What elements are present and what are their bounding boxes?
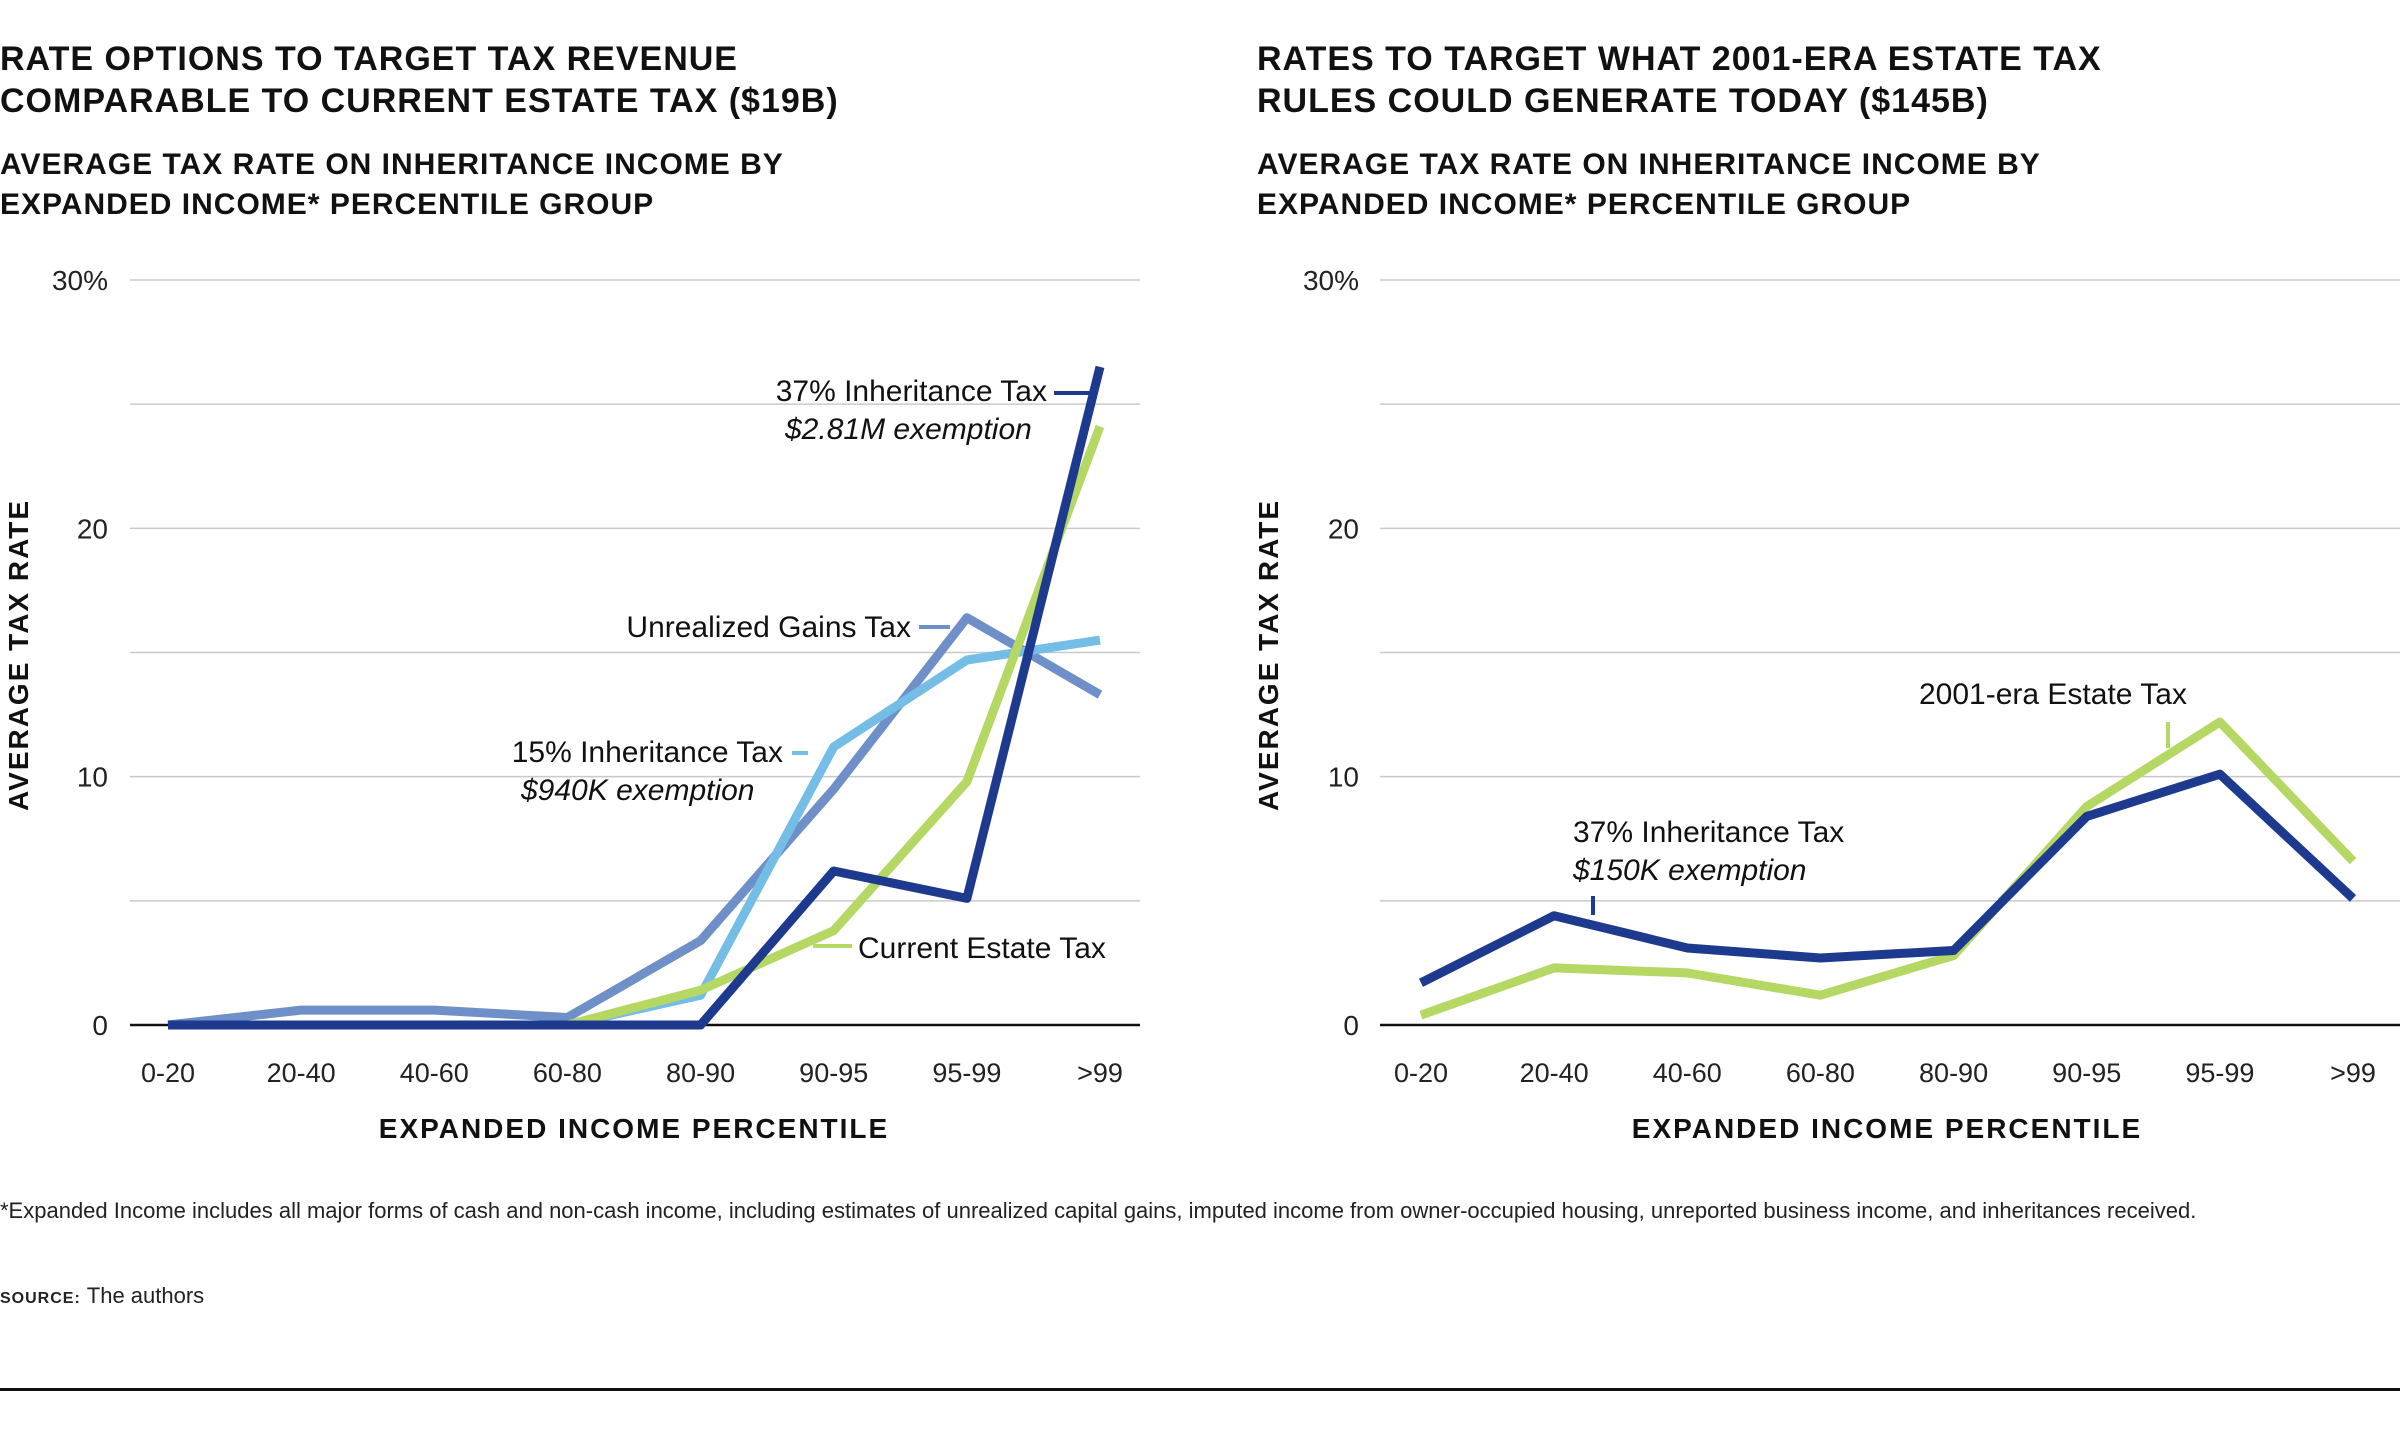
y-tick-label: 10 — [1328, 762, 1359, 793]
title-line: RATE OPTIONS TO TARGET TAX REVENUE — [0, 40, 738, 78]
y-tick-label: 20 — [1328, 513, 1359, 544]
title-line: RATES TO TARGET WHAT 2001-ERA ESTATE TAX — [1257, 40, 2102, 78]
footnote: *Expanded Income includes all major form… — [0, 1198, 2197, 1223]
annotation-note: $940K exemption — [520, 774, 755, 807]
x-tick-label: 60-80 — [1786, 1058, 1855, 1088]
left-chart-panel: RATE OPTIONS TO TARGET TAX REVENUE COMPA… — [0, 0, 1170, 1180]
y-tick-label: 20 — [77, 513, 108, 544]
x-tick-label: 80-90 — [666, 1058, 735, 1088]
annotation-label: Current Estate Tax — [858, 932, 1106, 965]
source-text: The authors — [86, 1283, 205, 1308]
source-line: SOURCE: The authors — [0, 1283, 204, 1309]
series-line-37-inheritance-tax — [168, 365, 1105, 1030]
x-tick-label: >99 — [2330, 1058, 2376, 1088]
annotation-label: Unrealized Gains Tax — [626, 611, 911, 644]
x-axis-title: EXPANDED INCOME PERCENTILE — [379, 1113, 889, 1144]
annotation-label: 15% Inheritance Tax — [512, 736, 783, 769]
x-tick-label: 40-60 — [1653, 1058, 1722, 1088]
right-chart-title: RATES TO TARGET WHAT 2001-ERA ESTATE TAX… — [1257, 38, 2102, 122]
y-tick-label: 30% — [52, 265, 108, 296]
y-axis-title: AVERAGE TAX RATE — [3, 499, 34, 811]
x-tick-label: 95-99 — [932, 1058, 1001, 1088]
y-tick-label: 30% — [1303, 265, 1359, 296]
series-line-2001-era-estate-tax — [1419, 717, 2357, 1020]
x-tick-label: 40-60 — [400, 1058, 469, 1088]
annotation-note: $2.81M exemption — [784, 413, 1032, 446]
subtitle-line: AVERAGE TAX RATE ON INHERITANCE INCOME B… — [0, 148, 784, 181]
series-line-15-inheritance-tax — [168, 635, 1101, 1030]
left-chart-title: RATE OPTIONS TO TARGET TAX REVENUE COMPA… — [0, 38, 839, 122]
title-line: COMPARABLE TO CURRENT ESTATE TAX ($19B) — [0, 82, 839, 120]
y-tick-label: 10 — [77, 762, 108, 793]
x-tick-label: 95-99 — [2185, 1058, 2254, 1088]
subtitle-line: AVERAGE TAX RATE ON INHERITANCE INCOME B… — [1257, 148, 2041, 181]
series-line-unrealized-gains-tax — [167, 613, 1103, 1030]
x-tick-label: 90-95 — [2052, 1058, 2121, 1088]
series-line-37-inheritance-tax — [1418, 769, 2357, 987]
y-tick-label: 0 — [92, 1010, 108, 1041]
x-tick-label: 20-40 — [267, 1058, 336, 1088]
x-axis-title: EXPANDED INCOME PERCENTILE — [1632, 1113, 2142, 1144]
annotation-label: 2001-era Estate Tax — [1919, 678, 2187, 711]
right-chart-subtitle: AVERAGE TAX RATE ON INHERITANCE INCOME B… — [1257, 145, 2041, 225]
right-line-chart: 0 10 20 30% 0-20 20-40 40-60 60-80 80-90 90-95 95-… — [1253, 265, 2400, 1144]
annotation-label: 37% Inheritance Tax — [1573, 816, 1844, 849]
title-line: RULES COULD GENERATE TODAY ($145B) — [1257, 82, 1989, 120]
left-chart-subtitle: AVERAGE TAX RATE ON INHERITANCE INCOME B… — [0, 145, 784, 225]
x-tick-label: 90-95 — [799, 1058, 868, 1088]
x-tick-label: 80-90 — [1919, 1058, 1988, 1088]
x-tick-label: 0-20 — [1394, 1058, 1448, 1088]
bottom-rule — [0, 1388, 2400, 1391]
annotation-note: $150K exemption — [1572, 854, 1807, 887]
annotation-label: 37% Inheritance Tax — [776, 375, 1047, 408]
x-tick-label: >99 — [1077, 1058, 1123, 1088]
x-tick-label: 60-80 — [533, 1058, 602, 1088]
subtitle-line: EXPANDED INCOME* PERCENTILE GROUP — [1257, 188, 1912, 221]
y-axis-title: AVERAGE TAX RATE — [1253, 499, 1284, 811]
x-tick-label: 20-40 — [1520, 1058, 1589, 1088]
x-tick-label: 0-20 — [141, 1058, 195, 1088]
right-chart-panel: RATES TO TARGET WHAT 2001-ERA ESTATE TAX… — [1253, 0, 2400, 1180]
y-tick-label: 0 — [1343, 1010, 1359, 1041]
left-line-chart: 0 10 20 30% 0-20 20-40 40-60 60-80 80-90 90-95 95-… — [3, 265, 1140, 1144]
subtitle-line: EXPANDED INCOME* PERCENTILE GROUP — [0, 188, 655, 221]
source-label: SOURCE: — [0, 1290, 81, 1307]
